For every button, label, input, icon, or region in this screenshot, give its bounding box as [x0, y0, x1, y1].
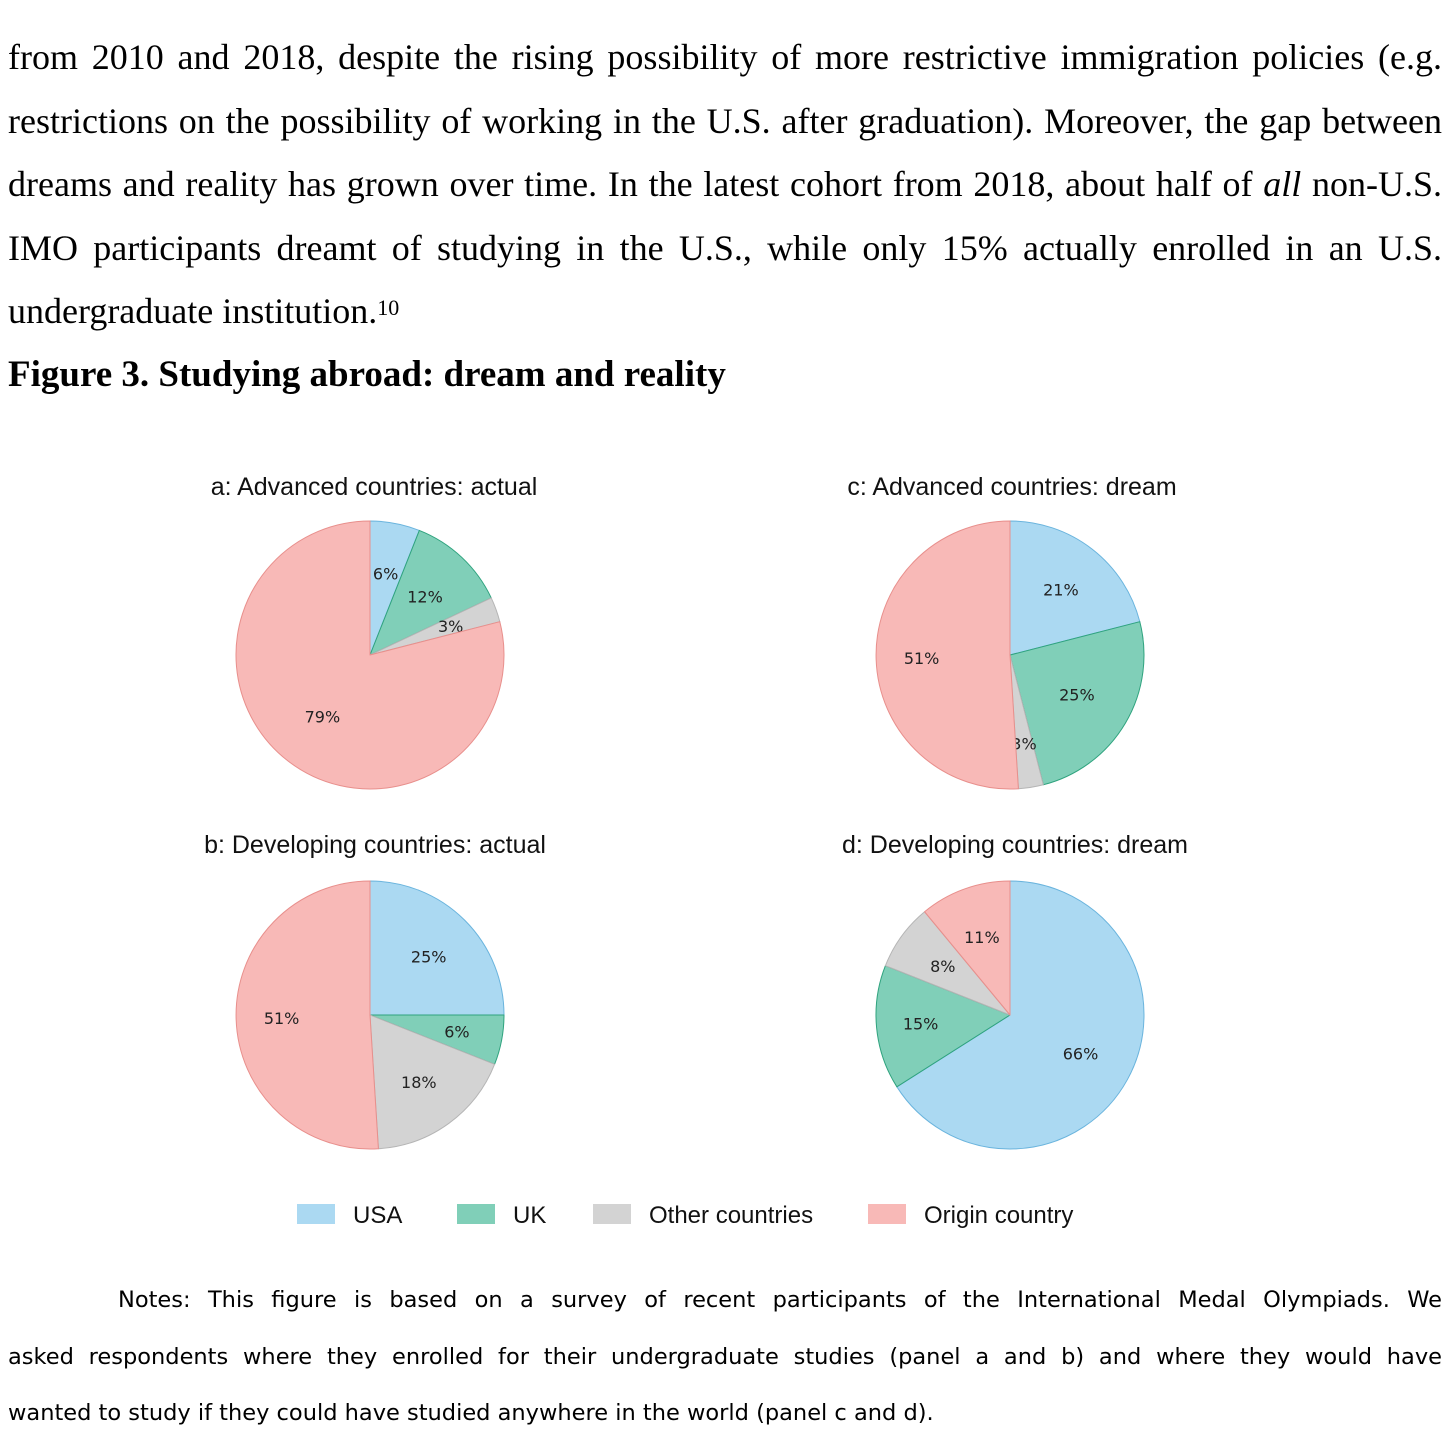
legend-swatch-other-countries	[593, 1204, 631, 1224]
pie-slice-b-origin-country	[235, 880, 379, 1150]
slice-label-d-usa: 66%	[1063, 1045, 1099, 1064]
figure-caption: Figure 3. Studying abroad: dream and rea…	[8, 354, 726, 395]
legend-label-uk: UK	[513, 1202, 546, 1229]
slice-label-d-uk: 15%	[903, 1014, 939, 1033]
slice-label-c-usa: 21%	[1043, 580, 1079, 599]
slice-label-d-origin-country: 11%	[964, 928, 1000, 947]
paragraph-line-3: dreams and reality has grown over time. …	[8, 153, 1442, 217]
pie-slice-a-uk	[369, 529, 492, 656]
slice-label-a-usa: 6%	[373, 564, 398, 583]
pie-slice-b-other-countries	[369, 1014, 496, 1150]
panel-title-d: d: Developing countries: dream	[842, 831, 1188, 859]
slice-label-d-other-countries: 8%	[930, 957, 955, 976]
paragraph-line-3-after: non-U.S.	[1301, 164, 1442, 204]
legend-label-origin-country: Origin country	[924, 1202, 1073, 1229]
notes-line-3: wanted to study if they could have studi…	[8, 1400, 934, 1426]
legend-label-other-countries: Other countries	[649, 1202, 813, 1229]
paragraph-line-3-italic: all	[1263, 164, 1302, 204]
legend-swatch-uk	[457, 1204, 495, 1224]
pie-slice-c-origin-country	[875, 520, 1019, 790]
slice-label-b-origin-country: 51%	[264, 1009, 300, 1028]
legend-swatch-origin-country	[868, 1204, 906, 1224]
slice-label-c-uk: 25%	[1059, 686, 1095, 705]
pie-slice-d-usa	[896, 880, 1145, 1150]
slice-label-c-origin-country: 51%	[904, 649, 940, 668]
pie-slice-c-usa	[1009, 520, 1141, 656]
footnote-marker[interactable]: 10	[377, 295, 400, 320]
figure-notes: Notes: This figure is based on a survey …	[8, 1272, 1442, 1442]
pie-slice-b-usa	[369, 880, 505, 1016]
body-paragraph: from 2010 and 2018, despite the rising p…	[8, 26, 1442, 344]
slice-label-b-usa: 25%	[411, 947, 447, 966]
legend-label-usa: USA	[353, 1202, 402, 1229]
pie-slice-d-origin-country	[924, 880, 1011, 1016]
paragraph-line-4: IMO participants dreamt of studying in t…	[8, 227, 1442, 268]
slice-label-a-uk: 12%	[407, 587, 443, 606]
pie-chart-figure: a: Advanced countries: actual 6% 12% 3% 79% b…	[204, 473, 1188, 1229]
panel-title-b: b: Developing countries: actual	[204, 831, 546, 859]
pie-slice-d-uk	[875, 965, 1011, 1088]
panel-title-c: c: Advanced countries: dream	[847, 473, 1176, 501]
pie-panel-c: c: Advanced countries: dream 21% 25% 3% 51%	[847, 473, 1177, 790]
slice-label-c-other-countries: 3%	[1011, 735, 1036, 754]
slice-label-a-other-countries: 3%	[438, 617, 463, 636]
notes-line-2: asked respondents where they enrolled fo…	[8, 1343, 1442, 1370]
legend-swatch-usa	[297, 1204, 335, 1224]
paragraph-line-5: undergraduate institution.10	[8, 280, 1442, 344]
pie-panel-b: b: Developing countries: actual 25% 6% 18% 5…	[204, 831, 546, 1150]
pie-slice-c-uk	[1009, 621, 1145, 786]
paragraph-line-3-before: dreams and reality has grown over time. …	[8, 164, 1264, 204]
pie-slice-a-origin-country	[235, 520, 505, 790]
chart-legend: USA UK Other countries Origin country	[297, 1202, 1073, 1229]
paragraph-line-2: restrictions on the possibility of worki…	[8, 100, 1442, 141]
pie-panel-a: a: Advanced countries: actual 6% 12% 3% 79%	[211, 473, 538, 790]
slice-label-b-uk: 6%	[444, 1023, 469, 1042]
panel-title-a: a: Advanced countries: actual	[211, 473, 538, 501]
paragraph-line-5-text: undergraduate institution.	[8, 291, 378, 331]
paragraph-line-1: from 2010 and 2018, despite the rising p…	[8, 37, 1442, 77]
notes-line-1: Notes: This figure is based on a survey …	[118, 1287, 1442, 1313]
slice-label-a-origin-country: 79%	[305, 707, 341, 726]
slice-label-b-other-countries: 18%	[401, 1073, 437, 1092]
pie-panel-d: d: Developing countries: dream 66% 15% 8% 11…	[842, 831, 1188, 1150]
